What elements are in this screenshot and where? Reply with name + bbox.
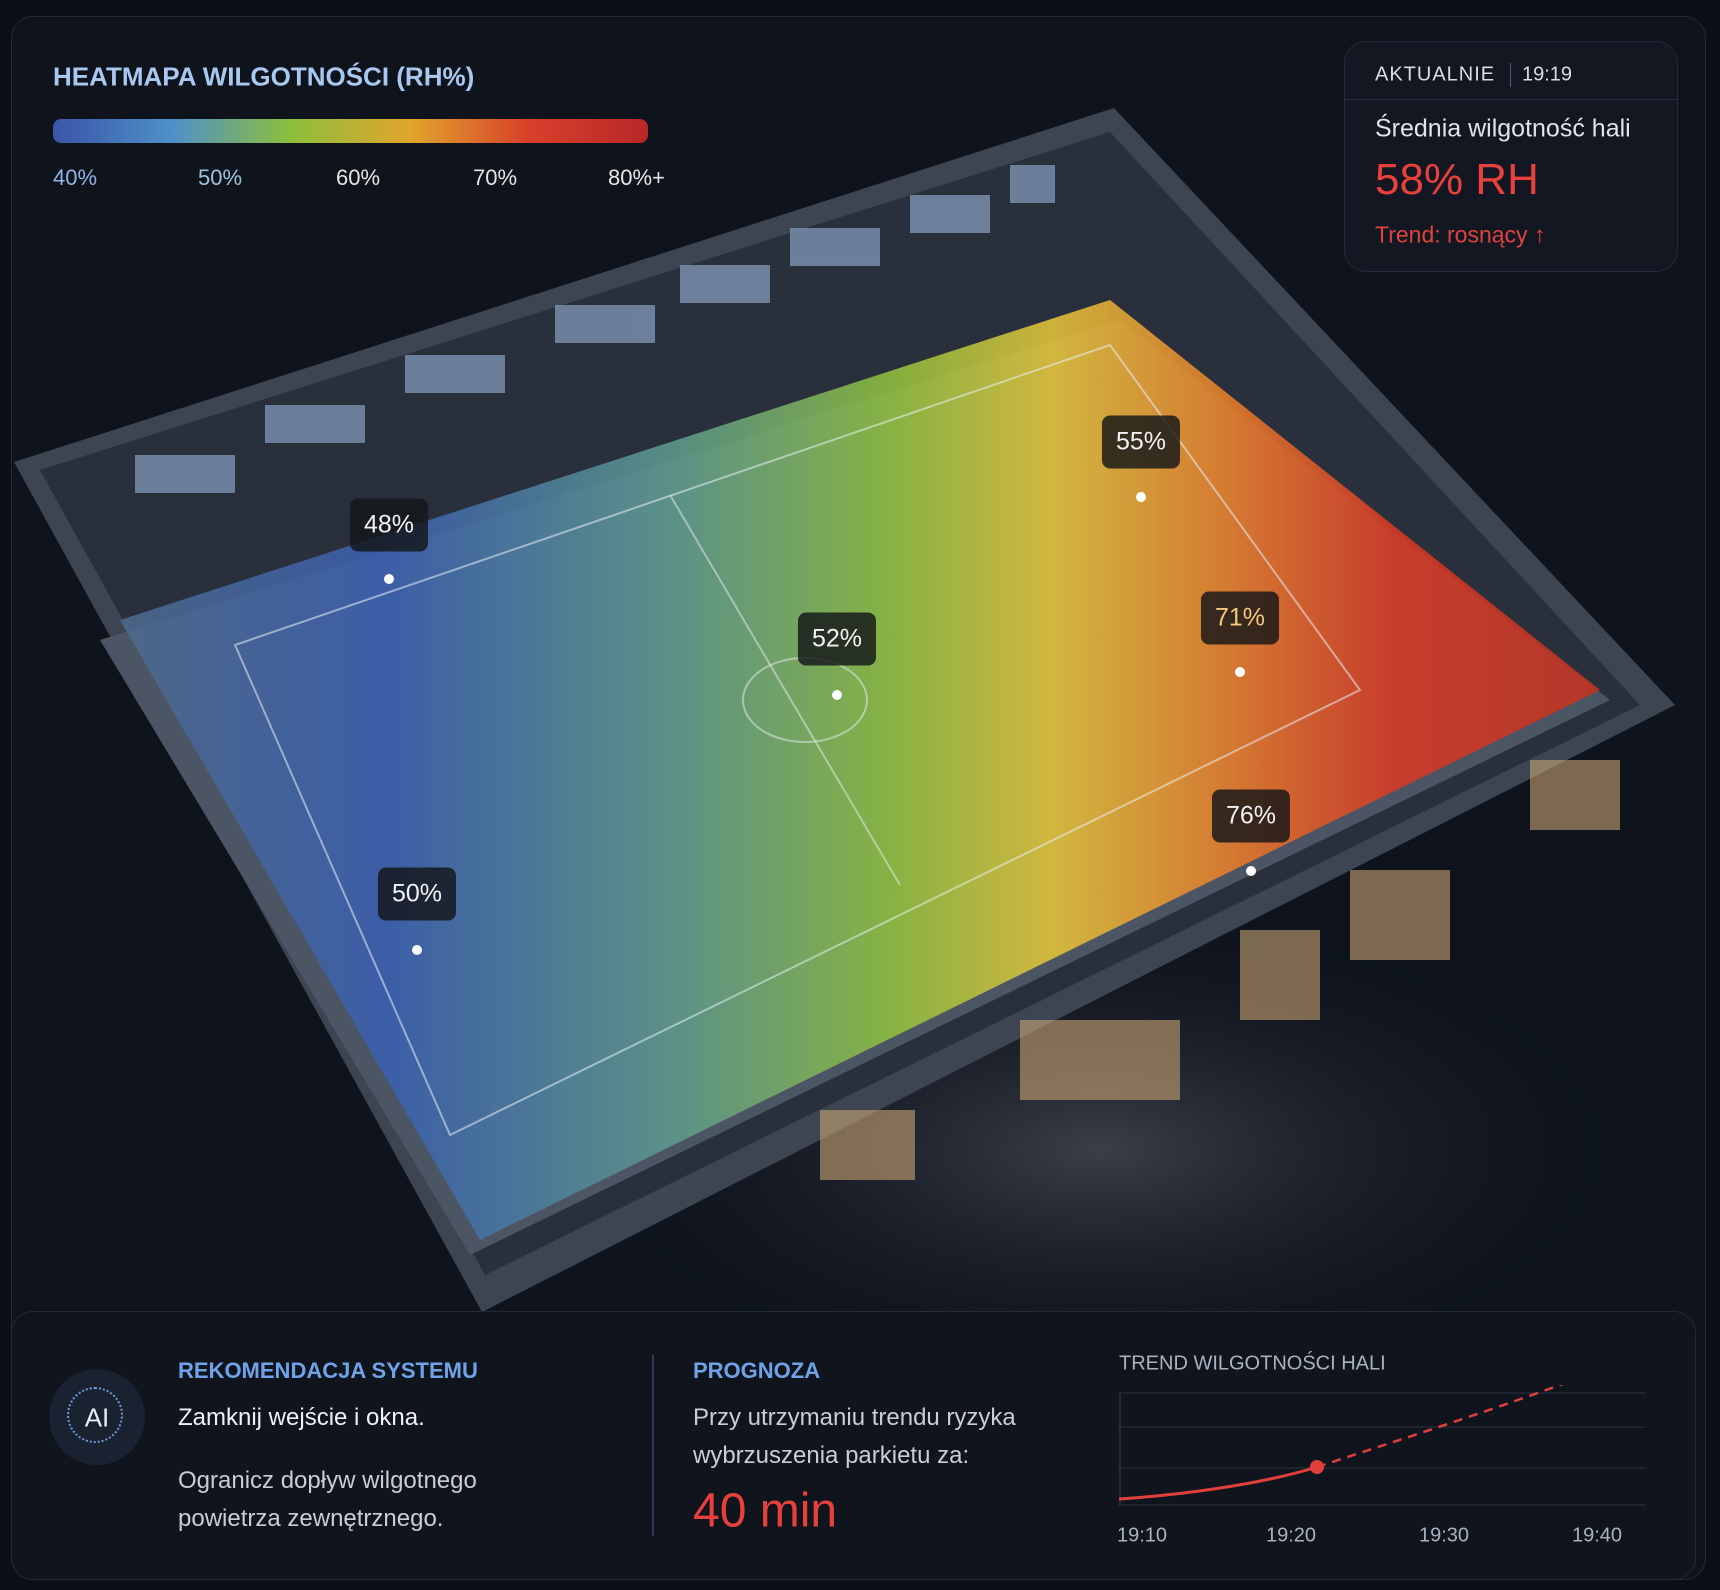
divider xyxy=(652,1355,654,1536)
current-card xyxy=(1344,41,1678,272)
sensor-dots xyxy=(384,492,1256,955)
ai-ring xyxy=(67,1387,123,1443)
bottom-panel xyxy=(11,1311,1696,1580)
x-tick-label: 19:20 xyxy=(1265,1524,1317,1547)
court-lines xyxy=(233,343,1362,1137)
current-value: 58% RH xyxy=(1375,155,1539,204)
current-trend: Trend: rosnący ↑ xyxy=(1375,221,1546,248)
sensor-label: 52% xyxy=(797,612,877,666)
separator xyxy=(1510,63,1511,87)
sensor-label: 48% xyxy=(349,498,429,552)
sensor-label: 76% xyxy=(1211,789,1291,843)
forecast-text: wybrzuszenia parkietu za: xyxy=(693,1442,970,1469)
trend-grid xyxy=(1119,1392,1646,1506)
doors xyxy=(820,760,1620,1180)
trend-current xyxy=(1310,1460,1324,1474)
x-tick-label: 19:10 xyxy=(1116,1524,1168,1547)
forecast-text: Przy utrzymaniu trendu ryzyka xyxy=(693,1404,1016,1431)
recommendation-text: Zamknij wejście i okna. xyxy=(178,1404,425,1431)
sensor-label: 71% xyxy=(1200,591,1280,645)
center-line xyxy=(669,494,901,886)
current-time: 19:19 xyxy=(1522,63,1573,86)
legend-label: 50% xyxy=(198,165,243,190)
current-metric: Średnia wilgotność hali xyxy=(1375,114,1631,143)
legend-label: 60% xyxy=(336,165,381,190)
legend-label: 70% xyxy=(473,165,518,190)
legend-bar xyxy=(53,119,648,143)
section-title: PROGNOZA xyxy=(693,1358,821,1383)
recommendation-text: Ogranicz dopływ wilgotnego xyxy=(178,1467,477,1494)
legend-title: HEATMAPA WILGOTNOŚCI (RH%) xyxy=(53,61,475,92)
section-title: REKOMENDACJA SYSTEMU xyxy=(178,1358,478,1383)
forecast-value: 40 min xyxy=(693,1484,838,1538)
x-tick-label: 19:40 xyxy=(1571,1524,1623,1547)
windows xyxy=(135,165,1055,493)
legend-label: 40% xyxy=(53,165,98,190)
trend-forecast xyxy=(1316,1385,1564,1469)
sensor-label: 55% xyxy=(1101,415,1181,469)
current-label: AKTUALNIE xyxy=(1375,63,1496,86)
recommendation-text: powietrza zewnętrznego. xyxy=(178,1505,444,1532)
legend-label: 80%+ xyxy=(608,165,665,190)
ai-icon: AI xyxy=(84,1402,110,1433)
x-tick-label: 19:30 xyxy=(1418,1524,1470,1547)
trend-title: TREND WILGOTNOŚCI HALI xyxy=(1119,1352,1386,1375)
sensor-label: 50% xyxy=(377,867,457,921)
heat-overlay xyxy=(120,300,1600,1240)
trend-chart xyxy=(1119,1385,1646,1506)
trend-line xyxy=(1119,1465,1318,1501)
divider xyxy=(1344,99,1678,100)
